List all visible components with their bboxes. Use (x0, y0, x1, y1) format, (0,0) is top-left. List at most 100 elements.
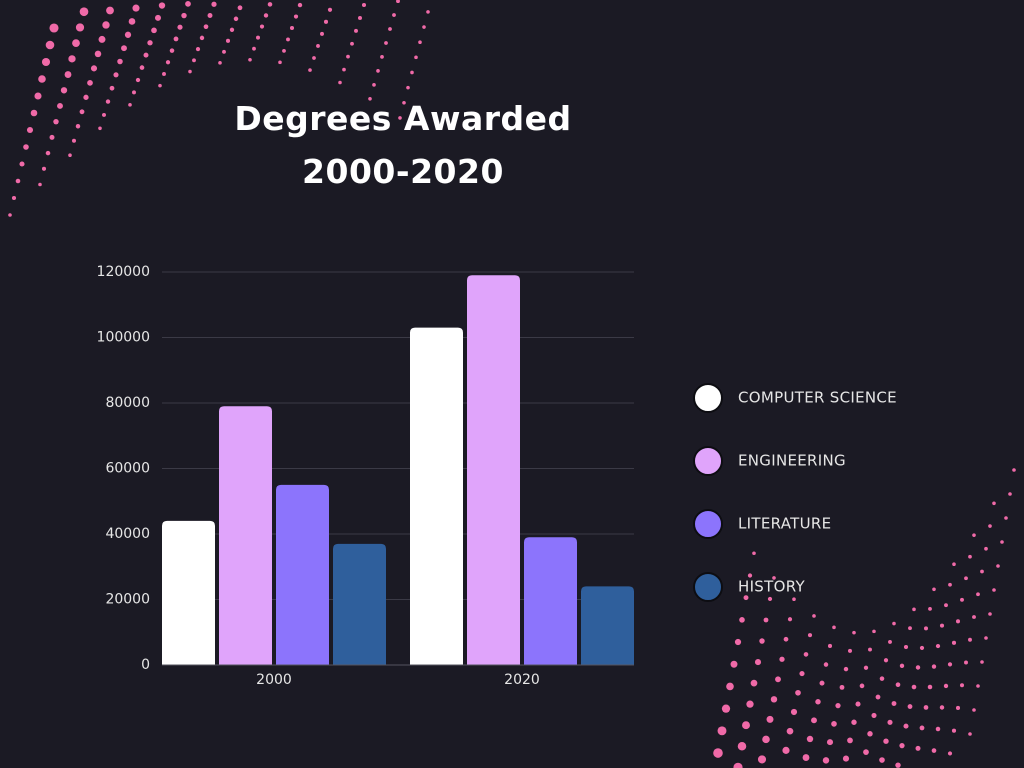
decor-dot (908, 626, 912, 631)
bar (524, 537, 577, 665)
decor-dot (763, 617, 769, 623)
bar (333, 543, 386, 665)
decor-dot (402, 100, 406, 105)
decor-dot (384, 41, 388, 45)
decor-dot (410, 70, 414, 75)
decor-dot (827, 643, 833, 648)
decor-dot (951, 728, 957, 733)
decor-dot (338, 80, 342, 85)
decor-dot (832, 625, 836, 630)
decor-dot (106, 6, 114, 15)
decor-dot (879, 676, 885, 681)
decor-dot (38, 182, 42, 187)
decor-dot (944, 603, 948, 608)
decor-dot (815, 699, 821, 705)
decor-dot (38, 75, 46, 83)
decor-dot (888, 639, 892, 644)
y-tick-label: 60000 (105, 461, 150, 477)
decor-dot (139, 65, 145, 70)
decor-dot (94, 50, 102, 58)
decor-dot (919, 645, 925, 651)
decor-dot (316, 44, 320, 48)
decor-dot (225, 38, 231, 43)
decor-dot (267, 2, 273, 7)
decor-dot (931, 664, 937, 669)
decor-dot (772, 576, 776, 580)
decor-dot (218, 61, 222, 65)
decor-dot (895, 682, 901, 688)
y-tick-label: 100000 (97, 330, 150, 346)
decor-dot (867, 731, 873, 737)
decor-dot (64, 71, 72, 78)
chart-title: Degrees Awarded 2000-2020 (234, 99, 572, 191)
decor-dot (252, 46, 256, 51)
decor-dot (892, 621, 896, 626)
decor-dot (293, 14, 299, 19)
decor-dot (928, 606, 932, 611)
decor-dot (87, 79, 93, 86)
decor-dot (782, 746, 790, 754)
bar (467, 275, 520, 665)
decor-dot (943, 683, 949, 689)
decor-dot (19, 161, 25, 167)
decor-dot (996, 564, 1000, 568)
decor-dot (835, 702, 841, 709)
decor-dot (109, 85, 115, 91)
decor-dot (790, 708, 798, 716)
decor-dot (75, 23, 85, 32)
decor-dot (863, 749, 869, 756)
decor-dot (903, 723, 909, 729)
decor-dot (192, 58, 196, 63)
decor-dot (739, 617, 745, 623)
decor-dot (743, 595, 749, 601)
decor-dot (717, 726, 727, 736)
decor-dot (177, 24, 183, 30)
decor-dot (960, 597, 964, 602)
decor-dot (158, 2, 166, 9)
decor-dot (842, 755, 850, 762)
decor-dot (988, 612, 992, 616)
decor-dot (939, 705, 945, 710)
decor-dot (392, 13, 396, 17)
decor-dot (932, 587, 936, 592)
y-tick-label: 120000 (97, 264, 150, 280)
decor-dot (102, 21, 110, 29)
decor-dot (951, 640, 957, 645)
decor-dot (263, 13, 269, 18)
decor-dot (233, 16, 239, 22)
y-tick-label: 80000 (105, 395, 150, 411)
decor-dot (185, 0, 191, 7)
decor-dot (117, 58, 123, 65)
decor-dot (83, 94, 89, 100)
decor-dot (747, 573, 753, 578)
decor-dot (734, 638, 742, 646)
decor-dot (887, 719, 893, 725)
decor-dot (79, 109, 85, 115)
decor-dot (414, 55, 418, 60)
decor-dot (968, 637, 972, 642)
decor-dot (121, 45, 127, 52)
decor-dot (207, 12, 213, 18)
decor-dot (757, 755, 767, 764)
decor-dot (766, 715, 774, 723)
decor-dot (346, 54, 350, 59)
decor-dot (1012, 468, 1016, 472)
decor-dot (779, 656, 785, 662)
decor-dot (350, 41, 354, 46)
decor-dot (919, 725, 925, 731)
decor-dot (879, 757, 885, 763)
decor-dot (984, 636, 988, 640)
y-tick-label: 40000 (105, 526, 150, 542)
decor-dot (1000, 540, 1004, 544)
legend-swatch (693, 446, 723, 476)
decor-dot (169, 48, 175, 53)
decor-dot (762, 735, 770, 744)
decor-dot (15, 178, 21, 184)
decor-dot (883, 738, 889, 744)
decor-dot (342, 67, 346, 72)
decor-dot (372, 83, 376, 87)
decor-dot (787, 617, 793, 622)
decor-dot (259, 24, 265, 29)
decor-dot (396, 0, 400, 4)
